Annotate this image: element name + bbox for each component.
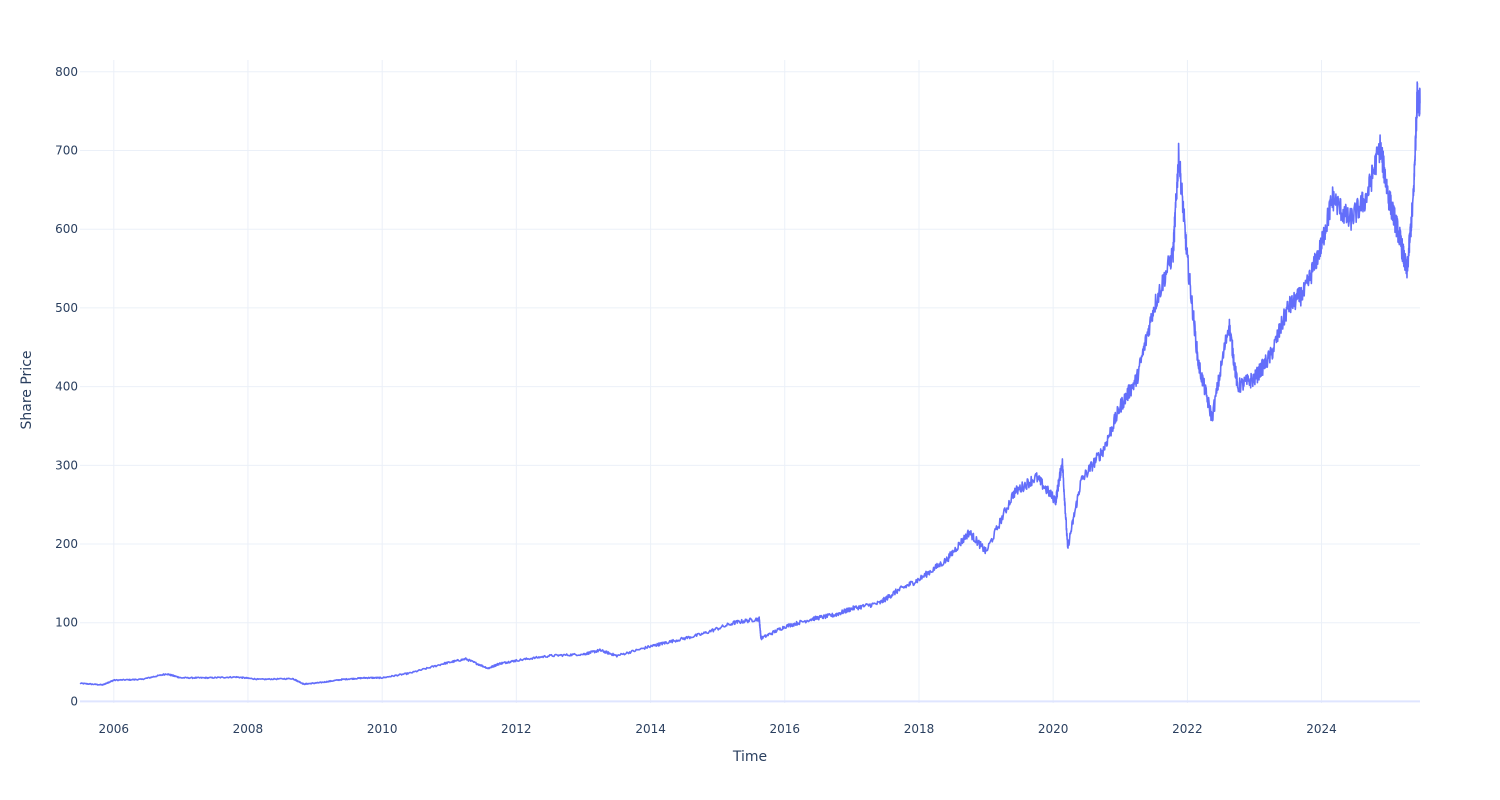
y-tick-label: 500: [55, 301, 78, 315]
y-axis-title: Share Price: [19, 350, 35, 429]
y-tick-label: 300: [55, 458, 78, 472]
y-tick-label: 700: [55, 144, 78, 158]
x-tick-label: 2020: [1038, 722, 1069, 736]
x-tick-label: 2022: [1172, 722, 1203, 736]
series-layer: [79, 81, 1421, 686]
x-tick-label: 2008: [233, 722, 264, 736]
y-tick-label: 600: [55, 222, 78, 236]
x-axis-ticks: 2006 2008 2010 2012 2014 2016 2018 2020 2022 2024: [99, 722, 1337, 736]
x-tick-label: 2010: [367, 722, 398, 736]
x-tick-label: 2016: [769, 722, 800, 736]
y-tick-label: 800: [55, 65, 78, 79]
y-tick-label: 0: [70, 694, 78, 708]
share-price-line: [79, 81, 1421, 686]
y-axis-ticks: 0 100 200 300 400 500 600 700 800: [55, 65, 78, 709]
x-tick-label: 2012: [501, 722, 532, 736]
x-axis-title: Time: [732, 749, 767, 765]
x-tick-label: 2014: [635, 722, 666, 736]
x-tick-label: 2024: [1306, 722, 1337, 736]
x-tick-label: 2018: [904, 722, 935, 736]
y-tick-label: 200: [55, 537, 78, 551]
y-tick-label: 100: [55, 616, 78, 630]
y-tick-label: 400: [55, 380, 78, 394]
gridlines: [80, 60, 1420, 703]
x-tick-label: 2006: [99, 722, 130, 736]
